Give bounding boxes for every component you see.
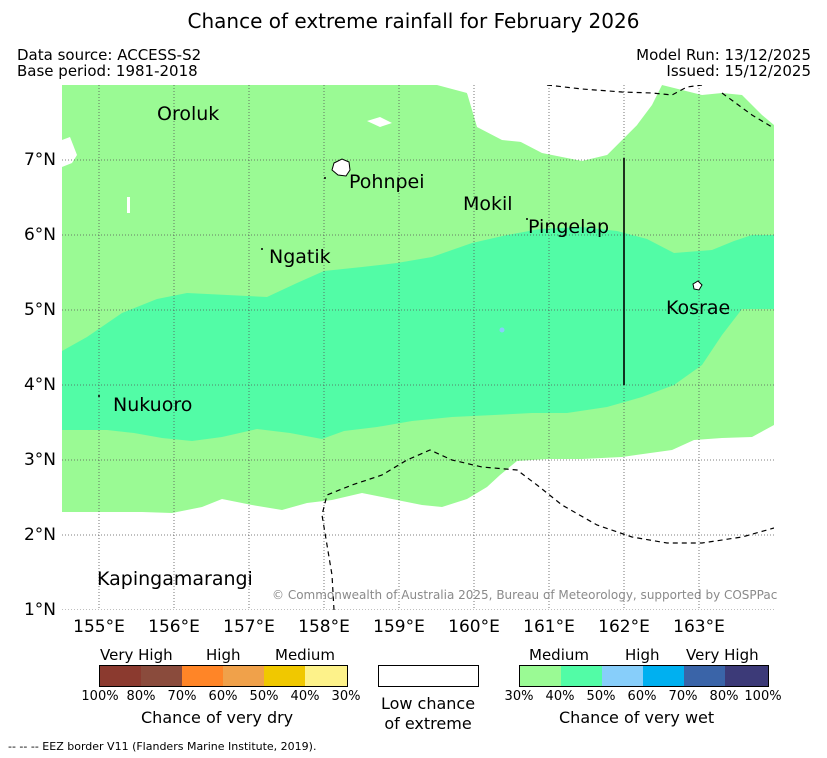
dry-tick-100: 100%: [81, 689, 119, 704]
wet-tick-40: 40%: [545, 689, 575, 704]
low-chance-swatch: [378, 665, 479, 687]
dry-swatch-40-30: [305, 666, 347, 686]
wet-tick-70: 70%: [668, 689, 698, 704]
rainfall-map: [62, 85, 774, 610]
pohnpei-islet: [324, 177, 326, 179]
pohnpei-island: [331, 158, 351, 177]
lon-label-158e: 158°E: [298, 617, 350, 637]
lon-label-160e: 160°E: [448, 617, 500, 637]
lat-label-3n: 3°N: [23, 450, 56, 470]
place-mokil: Mokil: [463, 193, 513, 215]
low-chance-caption-2: of extreme: [384, 714, 472, 733]
wet-swatch-50-60: [602, 666, 644, 686]
wet-swatch-60-70: [643, 666, 685, 686]
dry-tick-70: 70%: [167, 689, 197, 704]
place-nukuoro: Nukuoro: [113, 394, 193, 416]
dry-tick-50: 50%: [249, 689, 279, 704]
lat-label-6n: 6°N: [23, 225, 56, 245]
place-pingelap: Pingelap: [528, 216, 610, 238]
place-ngatik: Ngatik: [269, 246, 331, 268]
lon-label-157e: 157°E: [223, 617, 275, 637]
lat-label-7n: 7°N: [23, 150, 56, 170]
eez-border: [321, 85, 774, 610]
lon-label-163e: 163°E: [673, 617, 725, 637]
model-run: Model Run: 13/12/2025: [636, 46, 811, 64]
lon-label-159e: 159°E: [373, 617, 425, 637]
low-chance-caption-1: Low chance: [380, 694, 476, 713]
wet-medium-40-region: [62, 227, 774, 441]
place-pohnpei: Pohnpei: [349, 171, 425, 193]
wet-swatch-40-50: [561, 666, 603, 686]
low-chance-hole-edge: [62, 137, 77, 167]
wet-group-high: High: [625, 646, 660, 664]
wet-tick-60: 60%: [627, 689, 657, 704]
base-period: Base period: 1981-2018: [17, 62, 198, 80]
dry-colorbar: [99, 665, 348, 687]
nukuoro-atoll: [98, 395, 100, 397]
place-kosrae: Kosrae: [666, 297, 731, 319]
wet-tick-80: 80%: [709, 689, 739, 704]
chart-title: Chance of extreme rainfall for February …: [187, 9, 640, 33]
data-source: Data source: ACCESS-S2: [17, 46, 202, 64]
place-oroluk: Oroluk: [157, 103, 220, 125]
kosrae-island: [692, 280, 703, 291]
eez-border-note: -- -- -- EEZ border V11 (Flanders Marine…: [8, 740, 317, 753]
lon-label-155e: 155°E: [73, 617, 125, 637]
ngatik-atoll: [261, 248, 263, 250]
pingelap-atoll: [526, 218, 528, 220]
wet-caption: Chance of very wet: [559, 708, 715, 727]
dry-group-high: High: [206, 646, 241, 664]
lat-label-1n: 1°N: [23, 600, 56, 620]
wet-swatch-30-40: [520, 666, 562, 686]
dry-tick-30: 30%: [331, 689, 361, 704]
lon-label-156e: 156°E: [148, 617, 200, 637]
dry-group-medium: Medium: [275, 646, 335, 664]
dry-swatch-50-40: [264, 666, 306, 686]
wet-high-speck: [499, 327, 505, 333]
wet-swatch-70-80: [684, 666, 726, 686]
dry-tick-60: 60%: [208, 689, 238, 704]
lat-label-5n: 5°N: [23, 300, 56, 320]
low-chance-hole-dot: [127, 197, 130, 213]
wet-tick-100: 100%: [744, 689, 782, 704]
lat-label-4n: 4°N: [23, 375, 56, 395]
dry-swatch-60-50: [223, 666, 265, 686]
lat-label-2n: 2°N: [23, 525, 56, 545]
wet-tick-50: 50%: [586, 689, 616, 704]
low-chance-hole-small: [367, 117, 392, 127]
dry-swatch-80-70: [141, 666, 183, 686]
dry-swatch-70-60: [182, 666, 224, 686]
dry-swatch-100-80: [100, 666, 142, 686]
wet-tick-30: 30%: [504, 689, 534, 704]
lon-label-161e: 161°E: [523, 617, 575, 637]
copyright-notice: © Commonwealth of Australia 2025, Bureau…: [272, 588, 778, 602]
lon-label-162e: 162°E: [598, 617, 650, 637]
wet-group-very-high: Very High: [686, 646, 759, 664]
wet-group-medium: Medium: [529, 646, 589, 664]
place-kapingamarangi: Kapingamarangi: [97, 568, 253, 590]
dry-tick-40: 40%: [290, 689, 320, 704]
wet-colorbar: [519, 665, 769, 687]
dry-caption: Chance of very dry: [141, 708, 294, 727]
dry-tick-80: 80%: [126, 689, 156, 704]
issued-date: Issued: 15/12/2025: [666, 62, 811, 80]
dry-group-very-high: Very High: [100, 646, 173, 664]
low-chance-hole-north: [437, 85, 774, 161]
wet-swatch-80-100: [725, 666, 768, 686]
